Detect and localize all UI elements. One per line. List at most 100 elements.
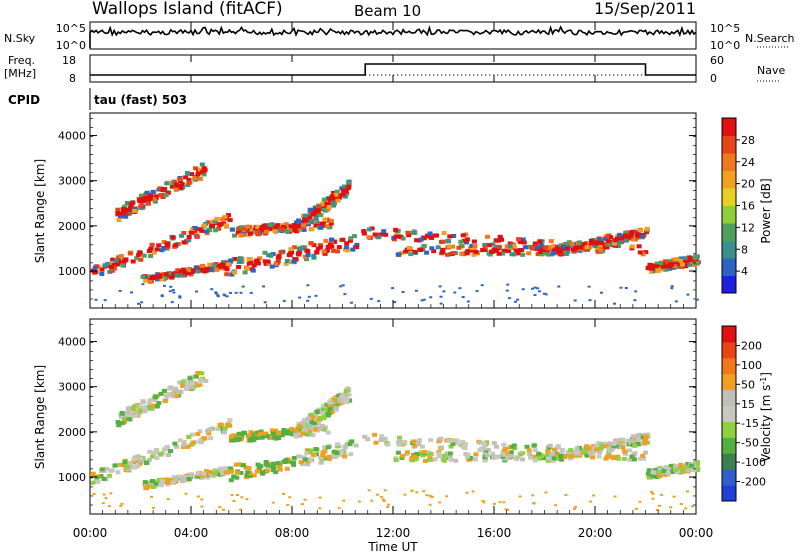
scatter-cell: [106, 473, 112, 478]
scatter-cell: [118, 214, 123, 219]
scatter-cell: [620, 441, 626, 446]
scatter-cell: [450, 251, 456, 255]
scatter-cell: [591, 450, 597, 455]
scatter-cell: [590, 455, 595, 460]
scatter-cell: [594, 447, 599, 452]
scatter-cell: [328, 221, 334, 226]
scatter-cell: [138, 456, 144, 461]
scatter-cell: [623, 230, 629, 235]
scatter-cell: [237, 436, 243, 441]
scatter-cell: [645, 471, 651, 476]
scatter-cell: [185, 183, 191, 188]
scatter-cell: [161, 240, 167, 244]
scatter-cell: [557, 249, 563, 254]
scatter-cell: [181, 475, 187, 479]
scatter-cell: [195, 371, 201, 375]
scatter-cell: [165, 190, 171, 195]
scatter-cell: [283, 222, 289, 227]
scatter-cell: [649, 269, 655, 274]
scatter-cell: [144, 460, 150, 465]
scatter-cell: [654, 261, 660, 266]
scatter-cell: [198, 475, 204, 480]
scatter-cell: [192, 226, 198, 230]
scatter-cell: [683, 264, 689, 269]
scatter-cell: [323, 238, 329, 243]
ground-scatter-cell: [387, 503, 390, 506]
scatter-cell: [680, 262, 685, 267]
scatter-cell: [604, 454, 610, 459]
scatter-cell: [543, 245, 549, 250]
scatter-cell: [302, 457, 308, 462]
scatter-cell: [337, 452, 343, 457]
scatter-cell: [448, 444, 454, 449]
scatter-cell: [418, 248, 424, 252]
scatter-cell: [227, 259, 233, 264]
scatter-cell: [311, 211, 317, 216]
scatter-cell: [597, 450, 603, 455]
nsky-tick-top: 10^5: [56, 22, 86, 35]
scatter-cell: [353, 443, 359, 448]
scatter-cell: [279, 430, 285, 435]
ground-scatter-cell: [234, 291, 238, 294]
scatter-cell: [629, 244, 635, 249]
scatter-cell: [213, 228, 219, 233]
scatter-cell: [137, 250, 143, 255]
scatter-cell: [136, 252, 142, 257]
scatter-cell: [540, 247, 546, 252]
scatter-cell: [241, 430, 247, 435]
scatter-cell: [289, 427, 295, 432]
scatter-cell: [177, 474, 183, 479]
scatter-cell: [653, 267, 658, 272]
scatter-cell: [225, 262, 231, 267]
scatter-cell: [148, 246, 154, 251]
scatter-cell: [630, 237, 636, 242]
scatter-cell: [340, 237, 346, 242]
scatter-cell: [687, 262, 693, 267]
velocity-colorbar-label: Velocity [m s-1]: [759, 372, 773, 462]
scatter-cell: [318, 460, 324, 465]
colorbar-segment: [722, 118, 736, 136]
scatter-cell: [500, 251, 506, 256]
colorbar-tick-label: -50: [741, 437, 759, 450]
scatter-cell: [620, 237, 626, 242]
scatter-cell: [194, 234, 200, 239]
scatter-cell: [645, 266, 651, 271]
scatter-cell: [187, 376, 193, 381]
scatter-cell: [393, 227, 399, 232]
scatter-cell: [181, 267, 186, 272]
scatter-cell: [169, 181, 175, 186]
scatter-cell: [169, 184, 175, 189]
scatter-cell: [231, 474, 237, 479]
ground-scatter-cell: [386, 506, 390, 508]
scatter-cell: [527, 451, 533, 456]
scatter-cell: [248, 430, 254, 435]
scatter-cell: [131, 406, 137, 411]
scatter-cell: [562, 242, 568, 247]
colorbar-segment: [722, 275, 736, 294]
scatter-cell: [197, 429, 203, 434]
ground-scatter-cell: [613, 302, 616, 305]
ground-scatter-cell: [588, 299, 592, 302]
scatter-cell: [162, 275, 168, 280]
scatter-cell: [569, 241, 575, 246]
scatter-cell: [347, 238, 353, 243]
scatter-cell: [317, 415, 323, 420]
scatter-cell: [197, 227, 203, 232]
scatter-cell: [608, 235, 614, 240]
scatter-cell: [431, 249, 437, 254]
scatter-cell: [140, 274, 146, 279]
scatter-cell: [199, 371, 205, 376]
velocity-ylabel: Slant Range [km]: [33, 365, 47, 469]
scatter-cell: [405, 230, 411, 235]
scatter-cell: [551, 447, 557, 452]
scatter-cell: [669, 464, 674, 468]
scatter-cell: [447, 234, 453, 239]
scatter-cell: [427, 231, 433, 236]
scatter-cell: [159, 277, 165, 282]
scatter-cell: [570, 247, 576, 252]
scatter-cell: [321, 208, 327, 212]
scatter-cell: [661, 469, 667, 474]
ground-scatter-cell: [686, 293, 690, 296]
scatter-cell: [486, 243, 492, 248]
scatter-cell: [175, 390, 181, 394]
